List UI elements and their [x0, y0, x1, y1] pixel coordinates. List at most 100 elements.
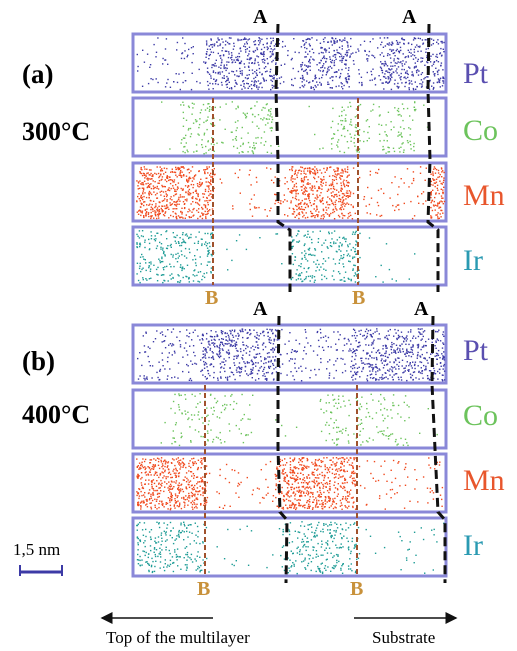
atom-dot: [325, 212, 327, 214]
atom-dot: [306, 236, 308, 238]
atom-dot: [225, 69, 227, 72]
atom-dot: [183, 175, 185, 177]
atom-dot: [162, 464, 164, 467]
atom-dot: [263, 62, 266, 64]
atom-dot: [240, 481, 242, 484]
atom-dot: [164, 171, 167, 173]
atom-dot: [240, 371, 242, 373]
atom-dot: [320, 51, 323, 54]
atom-dot: [198, 186, 200, 188]
atom-dot: [346, 181, 349, 184]
atom-dot: [332, 258, 335, 260]
atom-dot: [171, 168, 173, 170]
atom-dot: [329, 166, 331, 169]
atom-dot: [247, 65, 250, 68]
atom-dot: [180, 490, 182, 492]
atom-dot: [413, 142, 415, 145]
atom-dot: [402, 142, 404, 144]
atom-dot: [204, 361, 207, 364]
atom-dot: [347, 168, 349, 171]
atom-dot: [254, 49, 257, 52]
atom-dot: [437, 81, 439, 84]
atom-dot: [175, 168, 178, 170]
atom-dot: [250, 431, 253, 434]
atom-dot: [406, 70, 408, 72]
atom-dot: [341, 59, 343, 61]
atom-dot: [309, 187, 311, 189]
atom-dot: [207, 116, 209, 118]
atom-dot: [175, 193, 178, 195]
atom-dot: [387, 435, 389, 437]
atom-dot: [180, 196, 182, 198]
atom-dot: [256, 181, 258, 183]
atom-dot: [211, 169, 214, 171]
atom-dot: [353, 364, 355, 367]
atom-dot: [296, 269, 298, 271]
atom-dot: [207, 201, 209, 204]
atom-dot: [424, 39, 426, 41]
atom-dot: [408, 87, 410, 89]
atom-dot: [181, 207, 183, 209]
atom-dot: [379, 114, 381, 116]
atom-dot: [441, 379, 443, 381]
atom-dot: [205, 472, 208, 475]
atom-dot: [139, 172, 141, 174]
atom-dot: [186, 335, 188, 337]
atom-dot: [354, 350, 356, 352]
atom-dot: [366, 140, 368, 142]
atom-dot: [375, 412, 378, 414]
atom-dot: [400, 416, 402, 418]
atom-dot: [184, 234, 187, 236]
atom-dot: [337, 146, 339, 148]
atom-dot: [141, 268, 143, 271]
atom-dot: [152, 174, 154, 176]
atom-dot: [181, 269, 183, 272]
atom-dot: [301, 257, 303, 260]
atom-dot: [432, 39, 435, 41]
atom-dot: [374, 56, 376, 59]
atom-dot: [246, 373, 248, 375]
atom-dot: [145, 215, 147, 217]
atom-dot: [438, 69, 440, 71]
atom-dot: [438, 207, 440, 209]
atom-dot: [212, 43, 214, 46]
atom-dot: [260, 356, 262, 358]
atom-dot: [155, 489, 157, 492]
panel-a: (a) 300°C Pt Co Mn Ir A A B: [22, 6, 505, 309]
atom-dot: [416, 355, 419, 357]
atom-dot: [349, 403, 352, 406]
atom-dot: [200, 457, 202, 460]
atom-dot: [379, 215, 381, 217]
atom-dot: [194, 329, 196, 331]
atom-dot: [151, 465, 154, 468]
atom-dot: [354, 116, 357, 118]
atom-dot: [217, 37, 219, 39]
atom-dot: [342, 428, 344, 431]
atom-dot: [185, 191, 187, 194]
atom-dot: [210, 339, 213, 341]
atom-dot: [339, 39, 341, 42]
atom-dot: [341, 110, 343, 113]
atom-dot: [246, 78, 249, 80]
atom-dot: [146, 378, 148, 380]
atom-dot: [440, 195, 443, 197]
atom-dot: [163, 199, 165, 202]
atom-dot: [247, 151, 249, 153]
atom-dot: [232, 71, 235, 73]
atom-dot: [383, 397, 385, 399]
atom-dot: [270, 75, 272, 77]
atom-dot: [183, 196, 185, 198]
atom-dot: [391, 376, 394, 378]
atom-dot: [401, 343, 403, 345]
atom-dot: [140, 506, 142, 508]
atom-dot: [288, 340, 290, 342]
atom-dot: [307, 194, 309, 196]
atom-dot: [183, 497, 185, 499]
atom-dot: [193, 488, 196, 490]
atom-dot: [333, 179, 335, 181]
atom-dot: [187, 129, 190, 131]
atom-dot: [203, 457, 205, 459]
atom-dot: [169, 498, 171, 500]
atom-dot: [356, 335, 358, 337]
atom-dot: [322, 263, 324, 265]
